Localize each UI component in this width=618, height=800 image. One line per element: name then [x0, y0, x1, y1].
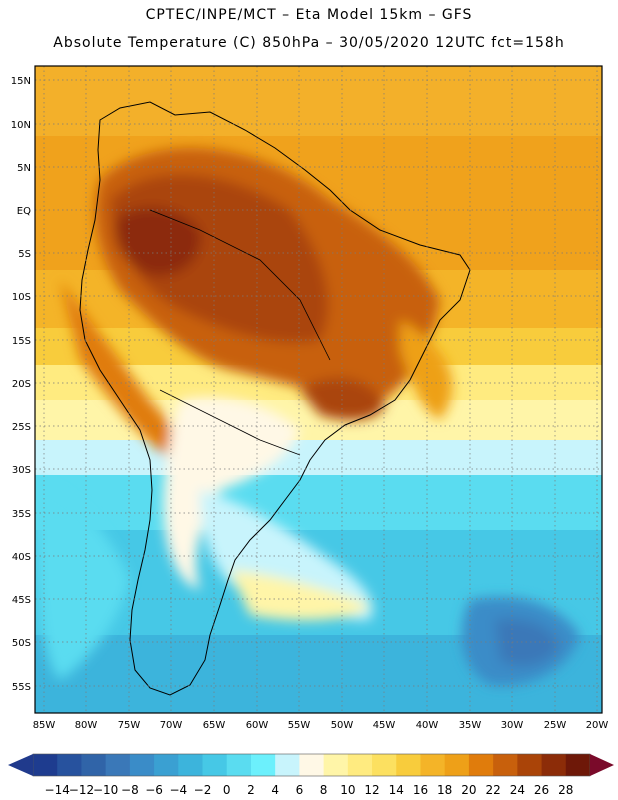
colorbar-swatch — [154, 754, 179, 776]
colorbar-swatch — [444, 754, 470, 776]
colorbar-label: −12 — [69, 783, 94, 797]
colorbar-label: 8 — [320, 783, 328, 797]
colorbar-swatch — [396, 754, 421, 776]
south-america-coastline — [79, 101, 471, 696]
colorbar-under-arrow — [8, 754, 33, 776]
lat-label: 5N — [17, 163, 31, 174]
lat-label: 20S — [12, 379, 31, 390]
lat-label: EQ — [17, 206, 31, 217]
colorbar-swatch — [468, 754, 494, 776]
lon-label: 35W — [459, 720, 482, 731]
colorbar-swatch — [275, 754, 300, 776]
temperature-colorbar: −14−12−10 −8 −6 −4 −2 0 2 4 6 8 10 12 14 16 18 20 22 24 26… — [8, 753, 614, 797]
colorbar-swatch — [202, 754, 228, 776]
colorbar-swatch — [372, 754, 397, 776]
colorbar-swatch — [250, 754, 276, 776]
colorbar-swatch — [420, 754, 446, 776]
colorbar-label: 16 — [413, 783, 428, 797]
lon-label: 85W — [33, 720, 56, 731]
colorbar-swatch — [299, 754, 325, 776]
lat-label: 5S — [18, 249, 31, 260]
graticule — [35, 66, 602, 713]
colorbar-label: 10 — [340, 783, 355, 797]
lon-label: 40W — [416, 720, 439, 731]
colorbar-label: 22 — [485, 783, 500, 797]
country-borders — [149, 209, 331, 361]
lat-label: 45S — [12, 595, 31, 606]
lat-label: 10S — [12, 292, 31, 303]
colorbar-label: 2 — [247, 783, 255, 797]
lat-label: 35S — [12, 509, 31, 520]
lon-label: 45W — [373, 720, 396, 731]
colorbar-swatch — [57, 754, 82, 776]
colorbar-label: 20 — [461, 783, 476, 797]
lon-label: 80W — [75, 720, 98, 731]
lon-label: 65W — [203, 720, 226, 731]
lon-label: 75W — [118, 720, 141, 731]
colorbar-label: −2 — [194, 783, 212, 797]
colorbar-swatch — [493, 754, 518, 776]
lon-label: 55W — [288, 720, 311, 731]
colorbar-label: −4 — [169, 783, 187, 797]
colorbar-label: 4 — [271, 783, 279, 797]
latitude-axis: 15N 10N 5N EQ 5S 10S 15S 20S 25S 30S 35S… — [11, 76, 31, 693]
border-segment — [159, 389, 301, 456]
colorbar-labels: −14−12−10 −8 −6 −4 −2 0 2 4 6 8 10 12 14 16 18 20 22 24 26… — [45, 783, 574, 797]
colorbar-swatch — [178, 754, 203, 776]
temperature-field — [35, 66, 602, 713]
lat-label: 15S — [12, 336, 31, 347]
colorbar-swatch — [565, 754, 591, 776]
lat-label: 15N — [11, 76, 31, 87]
lat-label: 30S — [12, 465, 31, 476]
map-title-line-2: Absolute Temperature (C) 850hPa – 30/05/… — [53, 35, 565, 51]
colorbar-swatch — [33, 754, 58, 776]
colorbar-swatch — [517, 754, 542, 776]
lat-label: 40S — [12, 552, 31, 563]
map-title-line-1: CPTEC/INPE/MCT – Eta Model 15km – GFS — [145, 7, 473, 23]
colorbar-label: −10 — [93, 783, 118, 797]
lon-label: 30W — [501, 720, 524, 731]
lat-label: 55S — [12, 682, 31, 693]
temperature-map: 15N 10N 5N EQ 5S 10S 15S 20S 25S 30S 35S… — [11, 65, 609, 731]
colorbar-label: 28 — [558, 783, 573, 797]
colorbar-swatch — [347, 754, 373, 776]
lon-label: 60W — [246, 720, 269, 731]
map-frame — [34, 65, 603, 714]
colorbar-over-arrow — [590, 754, 614, 776]
lon-label: 20W — [586, 720, 609, 731]
colorbar-swatch — [129, 754, 155, 776]
colorbar-label: 24 — [510, 783, 525, 797]
colorbar-label: 6 — [296, 783, 304, 797]
colorbar-label: 18 — [437, 783, 452, 797]
colorbar-swatch — [541, 754, 567, 776]
colorbar-label: 0 — [223, 783, 231, 797]
lat-label: 50S — [12, 638, 31, 649]
colorbar-label: −14 — [45, 783, 70, 797]
colorbar-swatch — [323, 754, 349, 776]
colorbar-label: −6 — [145, 783, 163, 797]
colorbar-swatch — [81, 754, 107, 776]
colorbar-label: 12 — [364, 783, 379, 797]
colorbar-label: 14 — [389, 783, 404, 797]
colorbar-label: 26 — [534, 783, 549, 797]
lon-label: 25W — [544, 720, 567, 731]
lat-label: 25S — [12, 422, 31, 433]
colorbar-swatches — [32, 753, 591, 777]
lon-label: 70W — [160, 720, 183, 731]
longitude-axis: 85W 80W 75W 70W 65W 60W 55W 50W 45W 40W … — [33, 720, 609, 731]
lon-label: 50W — [331, 720, 354, 731]
lat-label: 10N — [11, 120, 31, 131]
colorbar-swatch — [226, 754, 252, 776]
colorbar-swatch — [105, 754, 131, 776]
colorbar-label: −8 — [121, 783, 139, 797]
